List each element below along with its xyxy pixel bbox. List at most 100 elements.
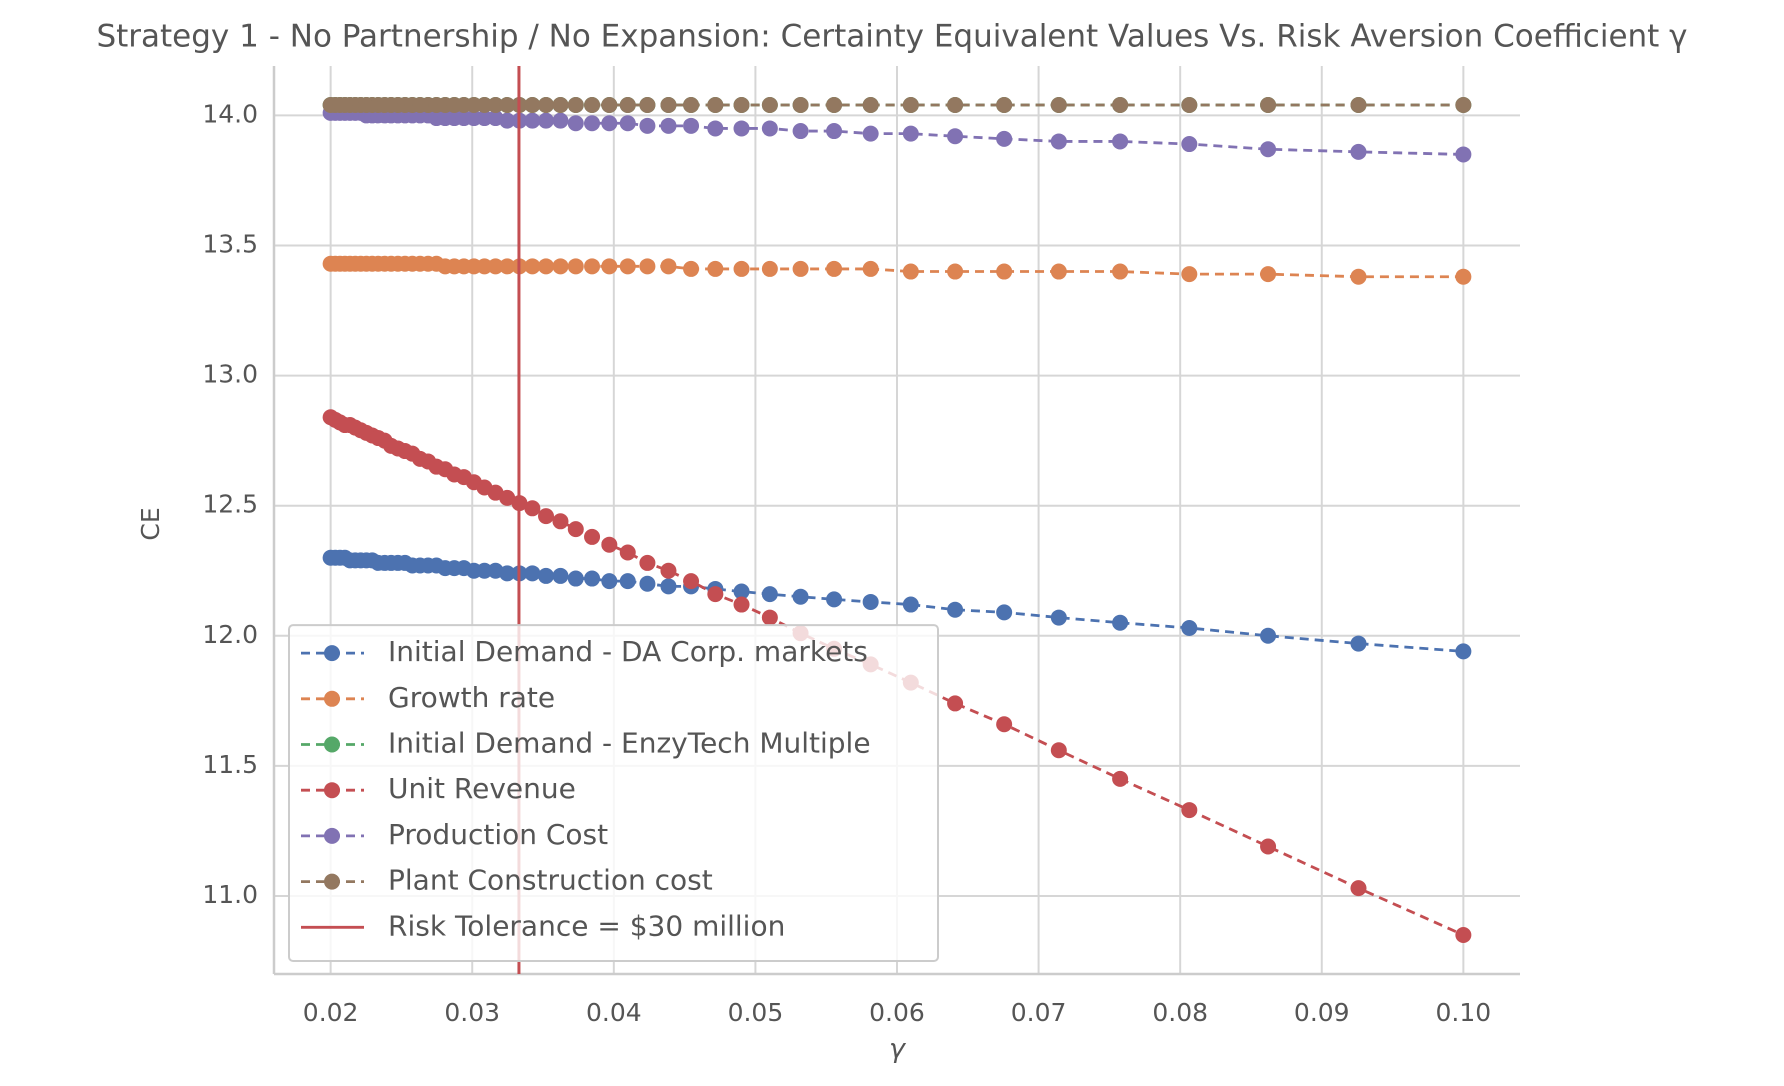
data-point [538, 258, 555, 275]
data-point [552, 112, 569, 129]
data-point [584, 258, 601, 275]
data-point [538, 567, 555, 584]
data-point [538, 97, 555, 114]
data-point [1350, 880, 1367, 897]
y-tick-label: 11.0 [202, 880, 258, 909]
data-point [947, 601, 964, 618]
legend-label: Initial Demand - DA Corp. markets [388, 635, 868, 668]
data-point [792, 123, 809, 140]
data-point [476, 97, 493, 114]
data-point [902, 596, 919, 613]
data-point [1050, 133, 1067, 150]
data-point [1455, 926, 1472, 943]
data-point [639, 117, 656, 134]
data-point [1181, 802, 1198, 819]
data-point [761, 586, 778, 603]
data-point [499, 258, 516, 275]
data-point [567, 258, 584, 275]
data-point [862, 593, 879, 610]
data-point [1350, 143, 1367, 160]
data-point [761, 609, 778, 626]
data-point [1260, 97, 1277, 114]
data-point [792, 588, 809, 605]
data-point [552, 513, 569, 530]
data-point [584, 97, 601, 114]
data-point [567, 521, 584, 538]
data-point [552, 97, 569, 114]
data-point [1050, 263, 1067, 280]
x-tick-label: 0.02 [303, 998, 359, 1027]
data-point [1050, 97, 1067, 114]
data-point [733, 120, 750, 137]
x-tick-label: 0.06 [869, 998, 925, 1027]
data-point [639, 258, 656, 275]
data-point [862, 260, 879, 277]
data-point [499, 97, 516, 114]
y-tick-label: 13.0 [202, 360, 258, 389]
data-point [733, 97, 750, 114]
data-point [584, 570, 601, 587]
data-point [947, 263, 964, 280]
data-point [862, 97, 879, 114]
data-point [683, 97, 700, 114]
data-point [567, 97, 584, 114]
data-point [947, 128, 964, 145]
data-point [476, 110, 493, 127]
data-point [601, 258, 618, 275]
data-point [619, 573, 636, 590]
data-point [792, 260, 809, 277]
data-point [1112, 263, 1129, 280]
y-tick-label: 12.5 [202, 490, 258, 519]
data-point [902, 263, 919, 280]
data-point [567, 115, 584, 132]
data-point [902, 97, 919, 114]
legend-label: Production Cost [388, 818, 608, 851]
data-point [1112, 97, 1129, 114]
data-point [619, 115, 636, 132]
series-line [330, 556, 1464, 653]
data-point [552, 567, 569, 584]
data-point [476, 258, 493, 275]
x-tick-label: 0.07 [1011, 998, 1067, 1027]
data-point [761, 260, 778, 277]
data-point [683, 573, 700, 590]
data-point [826, 260, 843, 277]
x-axis-label: γ [889, 1034, 907, 1065]
legend-marker [324, 827, 340, 844]
data-point [1350, 97, 1367, 114]
data-point [996, 130, 1013, 147]
data-point [733, 583, 750, 600]
data-point [524, 97, 541, 114]
data-point [524, 112, 541, 129]
data-point [947, 97, 964, 114]
data-point [826, 123, 843, 140]
data-point [639, 575, 656, 592]
data-point [499, 565, 516, 582]
data-point [826, 591, 843, 608]
data-point [1260, 627, 1277, 644]
data-point [1455, 643, 1472, 660]
data-point [792, 97, 809, 114]
data-point [1050, 742, 1067, 759]
x-tick-label: 0.04 [586, 998, 642, 1027]
data-point [1050, 609, 1067, 626]
legend-label: Plant Construction cost [388, 864, 713, 897]
x-tick-label: 0.05 [728, 998, 784, 1027]
data-point [707, 97, 724, 114]
data-point [660, 258, 677, 275]
data-point [1260, 838, 1277, 855]
data-point [1181, 136, 1198, 153]
data-point [476, 562, 493, 579]
data-point [1350, 268, 1367, 285]
data-point [487, 97, 504, 114]
data-point [499, 112, 516, 129]
data-point [552, 258, 569, 275]
data-point [660, 562, 677, 579]
data-point [1260, 141, 1277, 158]
data-point [707, 120, 724, 137]
data-point [761, 97, 778, 114]
data-point [1350, 635, 1367, 652]
data-point [996, 97, 1013, 114]
data-point [707, 260, 724, 277]
